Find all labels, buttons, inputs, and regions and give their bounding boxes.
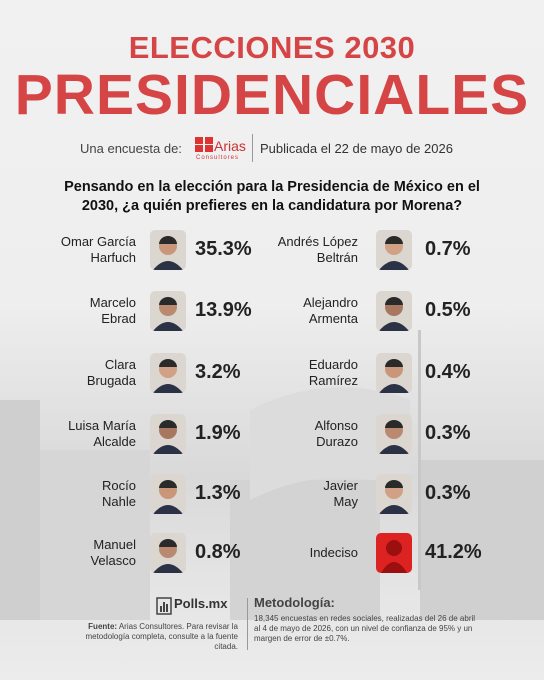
candidate-name: Rocío Nahle (16, 478, 136, 510)
name-line: Eduardo (308, 357, 358, 372)
name-line: Brugada (86, 373, 136, 388)
pollster: Arias (214, 138, 246, 154)
portrait (376, 230, 412, 270)
divider (252, 134, 253, 162)
candidate-photo (376, 533, 412, 573)
divider (247, 598, 248, 650)
portrait (150, 353, 186, 393)
question: Pensando en la elección para la Presiden… (64, 179, 480, 214)
candidate-share: 1.3% (195, 482, 241, 504)
name-line: Marcelo (89, 295, 136, 310)
name-line: Velasco (90, 553, 136, 568)
portrait (150, 533, 186, 573)
source-text: Arias Consultores. Para revisar la metod… (85, 622, 238, 651)
method-title: Metodología: (254, 595, 335, 610)
method-text: 18,345 encuestas en redes sociales, real… (254, 614, 476, 643)
candidate-photo (376, 230, 412, 270)
name-line: Rocío (102, 478, 136, 493)
portrait (376, 414, 412, 454)
pollster-sub: Consultores (196, 155, 240, 161)
candidate-name: Marcelo Ebrad (16, 295, 136, 327)
brand-logo (156, 597, 172, 615)
title: PRESIDENCIALES (14, 63, 530, 127)
candidate-photo (150, 291, 186, 331)
candidate-name: Alejandro Armenta (238, 295, 358, 327)
candidate-share: 41.2% (425, 541, 482, 563)
candidate-share: 1.9% (195, 422, 241, 444)
candidate-photo (150, 230, 186, 270)
name-line: Alcalde (93, 434, 136, 449)
candidate-share: 0.4% (425, 361, 471, 383)
survey-by: Una encuesta de: (80, 141, 182, 156)
name-line: Armenta (308, 311, 358, 326)
candidate-name: Luisa María Alcalde (16, 418, 136, 450)
name-line: Manuel (93, 537, 136, 552)
name-line: May (333, 494, 358, 509)
source: Fuente: Arias Consultores. Para revisar … (70, 622, 238, 652)
brand: Polls.mx (174, 596, 228, 611)
candidate-share: 35.3% (195, 238, 252, 260)
candidate-photo (376, 291, 412, 331)
candidate-name: Clara Brugada (16, 357, 136, 389)
candidate-photo (150, 414, 186, 454)
candidate-name: Omar García Harfuch (16, 234, 136, 266)
candidate-photo (376, 474, 412, 514)
candidate-share: 0.3% (425, 422, 471, 444)
name-line: Alejandro (303, 295, 358, 310)
candidate-name: Indeciso (238, 545, 358, 561)
name-line: Ramírez (308, 373, 358, 388)
silhouette (381, 540, 407, 573)
portrait (376, 474, 412, 514)
name-line: Beltrán (316, 250, 358, 265)
candidate-photo (376, 353, 412, 393)
name-line: Alfonso (314, 418, 358, 433)
portrait (150, 230, 186, 270)
portrait (150, 414, 186, 454)
candidate-name: Javier May (238, 478, 358, 510)
portrait (376, 353, 412, 393)
candidate-name: Alfonso Durazo (238, 418, 358, 450)
candidate-share: 0.8% (195, 541, 241, 563)
candidate-photo (376, 414, 412, 454)
candidate-share: 0.3% (425, 482, 471, 504)
candidate-photo (150, 533, 186, 573)
name-line: Clara (104, 357, 136, 372)
background-buildings (0, 330, 544, 620)
candidate-share: 0.7% (425, 238, 471, 260)
name-line: Javier (323, 478, 358, 493)
candidate-name: Manuel Velasco (16, 537, 136, 569)
name-line: Luisa María (68, 418, 136, 433)
portrait (150, 474, 186, 514)
name-line: Indeciso (309, 545, 358, 560)
source-label: Fuente: (88, 622, 118, 631)
portrait (376, 291, 412, 331)
candidate-name: Eduardo Ramírez (238, 357, 358, 389)
candidate-name: Andrés López Beltrán (238, 234, 358, 266)
candidate-share: 0.5% (425, 299, 471, 321)
name-line: Nahle (102, 494, 136, 509)
portrait (150, 291, 186, 331)
title-top: ELECCIONES 2030 (128, 30, 416, 65)
name-line: Omar García (60, 234, 136, 249)
pollster-logo-mark (195, 137, 213, 152)
name-line: Andrés López (277, 234, 358, 249)
candidate-share: 13.9% (195, 299, 252, 321)
subtitle-row: Una encuesta de: Arias Consultores Publi… (0, 134, 544, 162)
candidate-share: 3.2% (195, 361, 241, 383)
candidate-photo (150, 353, 186, 393)
candidate-photo (150, 474, 186, 514)
name-line: Ebrad (101, 311, 136, 326)
name-line: Durazo (316, 434, 358, 449)
name-line: Harfuch (90, 250, 136, 265)
published: Publicada el 22 de mayo de 2026 (260, 141, 453, 156)
